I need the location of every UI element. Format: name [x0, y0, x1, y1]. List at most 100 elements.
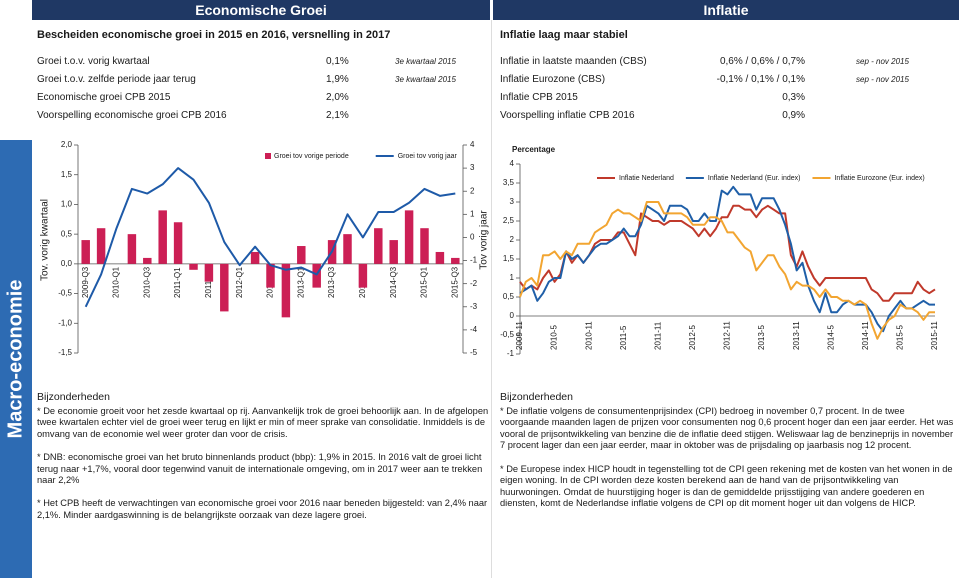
y2-tick-label: -1: [470, 256, 478, 265]
row-label: Inflatie CPB 2015: [500, 92, 578, 103]
y2-tick-label: -5: [470, 348, 478, 357]
row-value: 0,1%: [326, 56, 349, 67]
row-period: 3e kwartaal 2015: [395, 57, 456, 66]
section-subtitle: Bescheiden economische groei in 2015 en …: [37, 29, 391, 41]
row-value: 0,6% / 0,6% / 0,7%: [719, 56, 805, 67]
row-label: Inflatie in laatste maanden (CBS): [500, 56, 647, 67]
x-tick-label: 2013-Q1: [296, 266, 305, 298]
y2-tick-label: 3: [470, 163, 475, 172]
x-tick-label: 2012-11: [723, 321, 732, 350]
row-label: Groei t.o.v. vorig kwartaal: [37, 56, 150, 67]
x-tick-label: 2011-11: [653, 321, 662, 350]
x-tick-label: 2011-Q3: [204, 267, 213, 298]
x-tick-label: 2015-Q1: [420, 266, 429, 298]
bar: [451, 257, 460, 264]
bar: [189, 263, 198, 270]
x-tick-label: 2013-5: [757, 325, 766, 350]
bar: [343, 234, 352, 264]
x-tick-label: 2015-Q3: [450, 266, 459, 298]
legend-label: Inflatie Eurozone (Eur. index): [834, 175, 924, 182]
row-value: 0,9%: [782, 110, 805, 121]
y2-tick-label: -4: [470, 325, 478, 334]
y-tick-label: 4: [510, 159, 515, 168]
row-value: 2,0%: [326, 92, 349, 103]
y-tick-label: 1,5: [61, 170, 73, 179]
note-paragraph: * De economie groeit voor het zesde kwar…: [37, 405, 489, 439]
row-period: 3e kwartaal 2015: [395, 75, 456, 84]
legend-label: Groei tov vorig jaar: [398, 153, 458, 160]
section-subtitle: Inflatie laag maar stabiel: [500, 29, 628, 41]
row-value: 2,1%: [326, 110, 349, 121]
note-paragraph: * Het CPB heeft de verwachtingen van eco…: [37, 498, 488, 520]
bar: [173, 222, 183, 264]
sidebar: Macro-economie: [0, 140, 32, 578]
x-tick-label: 2011-5: [619, 325, 628, 350]
legend-label: Groei tov vorige periode: [274, 153, 349, 160]
x-tick-label: 2012-Q1: [235, 266, 244, 298]
x-tick-label: 2013-11: [792, 321, 801, 350]
line: [519, 204, 936, 302]
row-label: Groei t.o.v. zelfde periode jaar terug: [37, 74, 196, 85]
y-tick-label: 2,0: [61, 140, 73, 149]
bar: [404, 210, 414, 264]
bar: [297, 246, 306, 264]
notes: Bijzonderheden * De inflatie volgens de …: [500, 391, 955, 522]
row-label: Voorspelling inflatie CPB 2016: [500, 110, 635, 121]
y-tick-label: -1: [507, 349, 515, 358]
bar: [158, 210, 167, 264]
y-axis-title: Percentage: [512, 145, 556, 154]
x-tick-label: 2015-11: [930, 321, 939, 350]
y-tick-label: 3,5: [503, 178, 515, 187]
y-tick-label: -0,5: [500, 330, 514, 339]
y2-tick-label: 2: [470, 186, 475, 195]
y2-tick-label: 0: [470, 233, 475, 242]
x-tick-label: 2014-11: [861, 321, 870, 350]
row-period: sep - nov 2015: [856, 75, 909, 84]
y-tick-label: -1,5: [58, 348, 72, 357]
bar: [204, 263, 214, 282]
y-tick-label: 0,0: [61, 259, 73, 268]
bar: [266, 263, 275, 288]
line: [84, 167, 456, 308]
y2-axis-title: Tov vorig jaar: [479, 210, 490, 270]
x-tick-label: 2010-5: [550, 325, 559, 350]
row-period: sep - nov 2015: [856, 57, 909, 66]
bar: [358, 263, 368, 288]
y2-tick-label: 1: [470, 209, 475, 218]
x-tick-label: 2010-11: [584, 321, 593, 350]
section-header: Inflatie: [493, 0, 959, 20]
y-tick-label: 3: [510, 197, 515, 206]
bar: [143, 257, 152, 264]
note-paragraph: * De inflatie volgens de consumentenprij…: [500, 405, 954, 451]
bar: [389, 240, 398, 264]
x-tick-label: 2014-5: [826, 325, 835, 350]
x-tick-label: 2012-5: [688, 325, 697, 350]
x-tick-label: 2011-Q1: [173, 267, 182, 298]
note-paragraph: * De Europese index HICP houdt in tegens…: [500, 463, 953, 509]
y-tick-label: -0,5: [58, 289, 72, 298]
x-tick-label: 2009-Q3: [81, 266, 90, 298]
bar: [312, 263, 321, 288]
y-tick-label: 0,5: [503, 292, 515, 301]
y2-tick-label: -3: [470, 302, 478, 311]
notes-title: Bijzonderheden: [500, 391, 573, 403]
divider: [491, 20, 492, 578]
y-tick-label: -1,0: [58, 318, 72, 327]
x-tick-label: 2010-Q3: [142, 266, 151, 298]
x-tick-label: 2014-Q3: [389, 266, 398, 298]
y-tick-label: 1,0: [61, 200, 73, 209]
y-axis-title: Tov. vorig kwartaal: [40, 199, 51, 281]
section-header: Economische Groei: [32, 0, 490, 20]
bar: [435, 251, 445, 264]
legend-label: Inflatie Nederland (Eur. index): [708, 175, 801, 182]
row-label: Voorspelling economische groei CPB 2016: [37, 110, 227, 121]
bar: [420, 228, 429, 264]
x-tick-label: 2013-Q3: [327, 266, 336, 298]
bar: [250, 251, 260, 264]
x-tick-label: 2010-Q1: [112, 266, 121, 298]
row-value: 1,9%: [326, 74, 349, 85]
y-tick-label: 0,5: [61, 229, 73, 238]
bar: [127, 234, 137, 264]
